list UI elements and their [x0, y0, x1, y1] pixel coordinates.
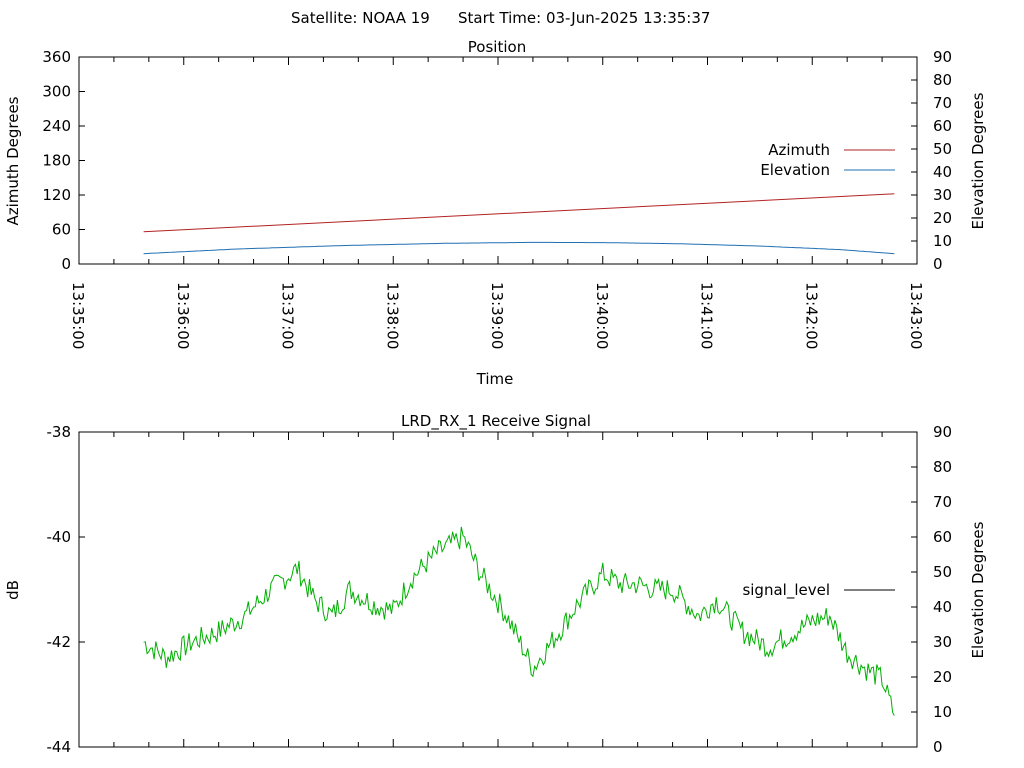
x-tick-label: 13:43:00: [907, 282, 925, 349]
x-tick-label: 13:39:00: [488, 282, 506, 349]
x-tick-label: 13:36:00: [174, 282, 192, 349]
y2-tick-label: 50: [933, 140, 952, 158]
legend-label: signal_level: [742, 581, 830, 600]
y2-tick-label: 70: [933, 94, 952, 112]
x-tick-label: 13:38:00: [383, 282, 401, 349]
y-tick-label: 120: [42, 186, 71, 204]
position-chart-title: Position: [468, 38, 526, 56]
position-series: [143, 193, 895, 255]
y2-tick-label: 40: [933, 163, 952, 181]
signal-y-axis-label: dB: [4, 580, 22, 600]
elevation-line: [143, 241, 895, 255]
y-tick-label: 0: [61, 255, 71, 273]
y2-tick-label: 70: [933, 493, 952, 511]
start-time-label: Start Time: 03-Jun-2025 13:35:37: [458, 9, 710, 27]
y-tick-label: 360: [42, 48, 71, 66]
signal-x-ticks: [78, 432, 918, 747]
satellite-label: Satellite: NOAA 19: [291, 9, 430, 27]
x-tick-label: 13:35:00: [69, 282, 87, 349]
position-x-ticks: 13:35:00 13:36:00 13:37:00 13:38:00 13:39:00…: [69, 57, 925, 349]
position-y2-ticks: 0 10 20 30 40 50 60 70 80 90: [911, 48, 952, 273]
position-legend: Azimuth Elevation: [760, 141, 895, 179]
legend-label: Elevation: [760, 161, 830, 179]
y2-tick-label: 10: [933, 232, 952, 250]
x-tick-label: 13:37:00: [279, 282, 297, 349]
y2-tick-label: 90: [933, 423, 952, 441]
y2-tick-label: 90: [933, 48, 952, 66]
azimuth-line: [143, 193, 895, 233]
y2-tick-label: 40: [933, 598, 952, 616]
signal-y-ticks: -44 -42 -40 -38: [47, 423, 85, 756]
y2-tick-label: 0: [933, 738, 943, 756]
y2-tick-label: 50: [933, 563, 952, 581]
signal-series: [143, 526, 895, 716]
position-y2-axis-label: Elevation Degrees: [969, 92, 987, 229]
y2-tick-label: 80: [933, 71, 952, 89]
y-tick-label: 60: [52, 221, 71, 239]
y-tick-label: -42: [47, 633, 72, 651]
x-tick-label: 13:42:00: [802, 282, 820, 349]
y2-tick-label: 60: [933, 528, 952, 546]
signal-chart-title: LRD_RX_1 Receive Signal: [401, 412, 591, 431]
signal-legend: signal_level: [742, 581, 895, 600]
y-tick-label: -38: [47, 423, 72, 441]
position-y-axis-label: Azimuth Degrees: [4, 96, 22, 225]
position-x-axis-label: Time: [476, 370, 514, 388]
signal-level-line: [143, 526, 895, 716]
y2-tick-label: 0: [933, 255, 943, 273]
legend-label: Azimuth: [768, 141, 830, 159]
y2-tick-label: 20: [933, 668, 952, 686]
x-tick-label: 13:41:00: [698, 282, 716, 349]
x-tick-label: 13:40:00: [593, 282, 611, 349]
y2-tick-label: 30: [933, 186, 952, 204]
y-tick-label: -44: [47, 738, 72, 756]
y2-tick-label: 30: [933, 633, 952, 651]
y2-tick-label: 10: [933, 703, 952, 721]
y-tick-label: 300: [42, 83, 71, 101]
y-tick-label: -40: [47, 528, 72, 546]
y-tick-label: 180: [42, 152, 71, 170]
y2-tick-label: 60: [933, 117, 952, 135]
y2-tick-label: 80: [933, 458, 952, 476]
position-y-ticks: 0 60 120 180 240 300 360: [42, 48, 85, 273]
signal-y2-ticks: 0 10 20 30 40 50 60 70 80 90: [911, 423, 952, 756]
y2-tick-label: 20: [933, 209, 952, 227]
signal-y2-axis-label: Elevation Degrees: [969, 521, 987, 658]
y-tick-label: 240: [42, 117, 71, 135]
